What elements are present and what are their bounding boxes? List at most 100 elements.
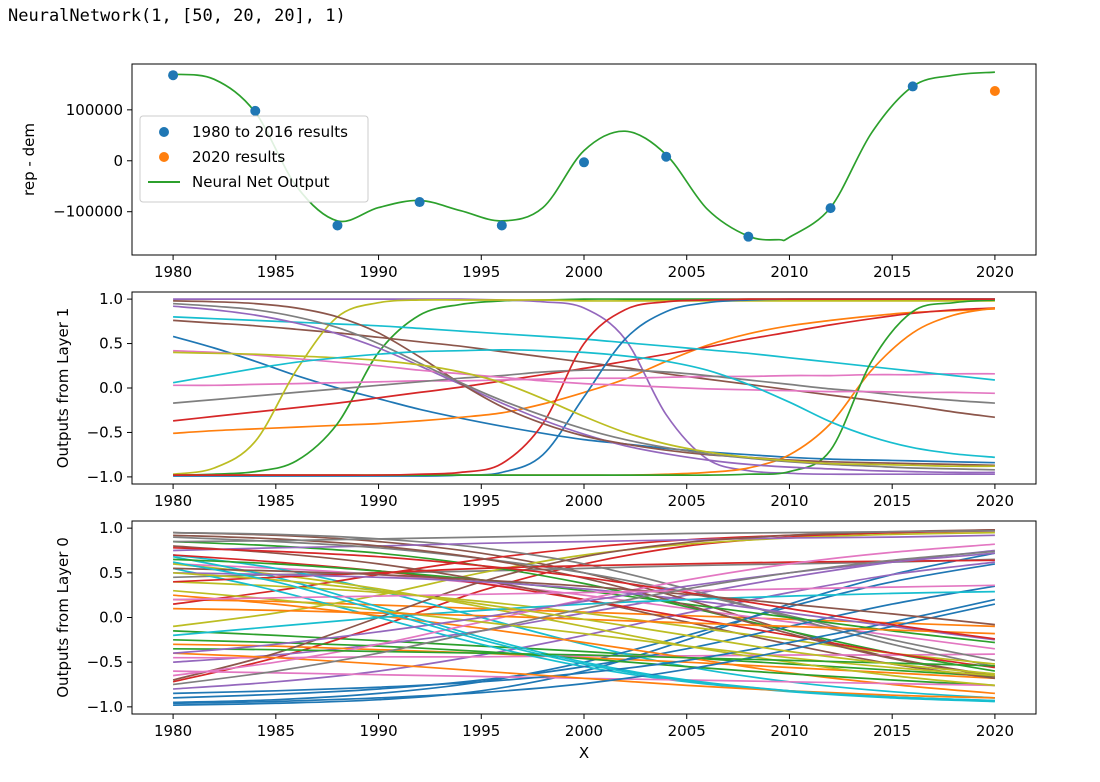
neuron-output-line	[173, 531, 996, 668]
data-point-historical	[743, 231, 754, 242]
neuron-output-line	[173, 630, 995, 678]
subplot-election-results: 1980 1985 1990 1995 2000 2005 2010 2015 2020 1000…	[20, 63, 1037, 281]
neuron-output-line	[172, 335, 995, 464]
y-tick-label: −1.0	[87, 468, 123, 486]
legend: 1980 to 2016 results 2020 results Neural N…	[139, 115, 369, 203]
neuron-output-line	[173, 298, 995, 476]
neuron-output-line	[173, 552, 995, 655]
legend-entry: Neural Net Output	[192, 173, 330, 191]
neuron-output-line	[173, 308, 995, 435]
data-point-historical	[496, 220, 507, 231]
neuron-output-line	[172, 561, 995, 702]
data-point-historical	[661, 151, 672, 162]
neuron-output-line	[173, 298, 995, 477]
neuron-output-line	[173, 349, 995, 395]
neuron-output-line	[172, 550, 995, 686]
y-tick-label: 1.0	[99, 290, 123, 308]
x-tick-label: 1980	[154, 263, 192, 281]
x-tick-label: 1980	[154, 492, 192, 510]
code-cell-text: NeuralNetwork(1, [50, 20, 20], 1)	[8, 6, 346, 26]
neuron-output-line	[173, 316, 995, 381]
data-point-historical	[907, 81, 918, 92]
x-tick-label: 2005	[668, 722, 706, 740]
x-tick-label: 2010	[770, 263, 808, 281]
neuron-output-line	[173, 647, 995, 667]
x-tick-label: 2005	[668, 492, 706, 510]
legend-marker	[159, 152, 169, 162]
neuron-output-line	[173, 351, 995, 468]
neuron-output-line	[172, 298, 995, 476]
neuron-output-line	[173, 372, 995, 387]
neuron-output-line	[172, 543, 995, 677]
neuron-output-line	[173, 571, 995, 675]
y-tick-label: 1.0	[99, 519, 123, 537]
y-tick-label: 0	[113, 152, 123, 170]
legend-marker	[159, 127, 169, 137]
neuron-output-line	[173, 563, 996, 650]
neuron-output-line	[173, 652, 995, 699]
x-tick-label: 2020	[976, 492, 1014, 510]
x-tick-label: 2000	[565, 722, 603, 740]
neuron-output-line	[173, 319, 996, 419]
neuron-output-line	[173, 529, 995, 543]
data-point-historical	[250, 105, 261, 116]
neuron-output-line	[173, 300, 995, 467]
x-tick-label: 1995	[462, 263, 500, 281]
subplot-layer-1-outputs: 1980 1985 1990 1995 2000 2005 2010 2015 2020 1.0 0…	[54, 290, 1037, 510]
plot-marks	[172, 529, 996, 706]
neuron-output-line	[173, 552, 996, 706]
neuron-output-line	[173, 580, 995, 665]
neuron-output-line	[173, 563, 995, 687]
neuron-output-line	[173, 594, 995, 695]
x-tick-label: 2000	[565, 263, 603, 281]
neuron-output-line	[172, 554, 995, 699]
neuron-output-line	[173, 603, 996, 705]
y-tick-label: 0.0	[99, 379, 123, 397]
x-tick-label: 2015	[873, 263, 911, 281]
plot-marks	[168, 70, 1000, 242]
neuron-output-line	[173, 546, 996, 640]
data-point-historical	[579, 157, 589, 168]
y-tick-label: 0.5	[99, 564, 123, 582]
x-tick-label: 2005	[668, 263, 706, 281]
neuron-output-line	[173, 590, 995, 637]
x-tick-label: 2000	[565, 492, 603, 510]
y-axis-label: Outputs from Layer 0	[54, 537, 72, 698]
neuron-output-line	[173, 584, 995, 601]
x-tick-label: 2015	[873, 722, 911, 740]
x-tick-label: 1995	[462, 492, 500, 510]
neuron-output-line	[173, 571, 996, 641]
subplot-layer-0-outputs: 1980 1985 1990 1995 2000 2005 2010 2015 2020 1.0 0…	[54, 519, 1037, 762]
plot-marks	[172, 298, 996, 477]
x-tick-label: 1990	[359, 263, 397, 281]
neuron-output-line	[173, 534, 995, 552]
data-point-historical	[332, 220, 343, 231]
neuron-output-line	[173, 307, 995, 422]
neuron-output-line	[173, 302, 995, 471]
series-line-neural-net-output	[173, 71, 995, 242]
x-tick-label: 2015	[873, 492, 911, 510]
y-axis-label: rep - dem	[20, 123, 38, 196]
data-point-2020	[989, 85, 1000, 96]
y-tick-label: 0.0	[99, 609, 123, 627]
neuron-output-line	[172, 348, 995, 459]
x-tick-label: 1990	[359, 492, 397, 510]
y-tick-label: −0.5	[87, 653, 123, 671]
data-point-historical	[414, 197, 425, 208]
neuron-output-line	[173, 567, 995, 626]
y-tick-label: −100000	[53, 203, 123, 221]
y-axis-label: Outputs from Layer 1	[54, 308, 72, 469]
x-tick-label: 2010	[770, 492, 808, 510]
legend-box	[139, 115, 369, 203]
data-point-historical	[168, 70, 179, 81]
plot-area	[132, 292, 1036, 484]
x-tick-label: 1985	[257, 492, 295, 510]
x-tick-label: 1985	[257, 722, 295, 740]
neuron-output-line	[173, 558, 995, 644]
x-tick-label: 1990	[359, 722, 397, 740]
y-tick-label: −1.0	[87, 698, 123, 716]
x-tick-label: 1995	[462, 722, 500, 740]
x-tick-label: 2010	[770, 722, 808, 740]
x-tick-label: 1985	[257, 263, 295, 281]
